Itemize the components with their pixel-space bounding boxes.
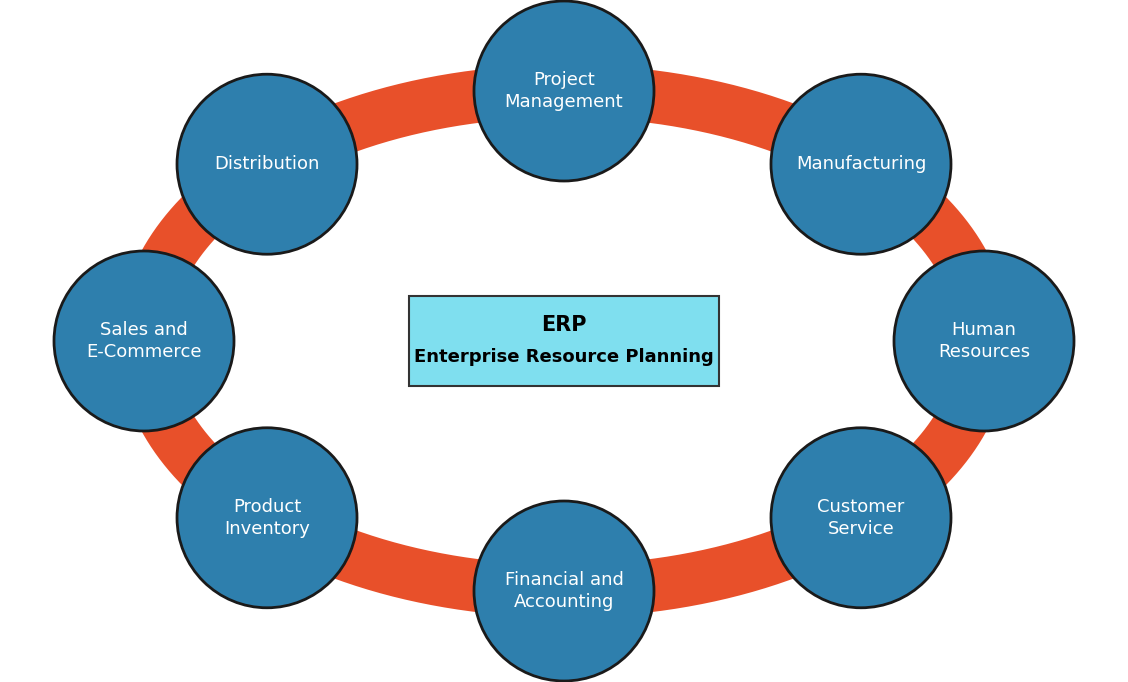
Circle shape — [895, 251, 1074, 431]
Text: Financial and
Accounting: Financial and Accounting — [504, 571, 624, 611]
Text: Sales and
E-Commerce: Sales and E-Commerce — [86, 321, 202, 361]
Text: Customer
Service: Customer Service — [818, 498, 905, 538]
Text: Enterprise Resource Planning: Enterprise Resource Planning — [414, 348, 714, 366]
Circle shape — [770, 428, 951, 608]
Circle shape — [177, 74, 358, 254]
Text: Manufacturing: Manufacturing — [795, 155, 926, 173]
Text: Project
Management: Project Management — [504, 71, 624, 111]
Circle shape — [770, 74, 951, 254]
Circle shape — [474, 1, 654, 181]
Text: Product
Inventory: Product Inventory — [224, 498, 310, 538]
Circle shape — [474, 501, 654, 681]
Circle shape — [54, 251, 233, 431]
FancyBboxPatch shape — [409, 296, 719, 386]
Text: Distribution: Distribution — [214, 155, 319, 173]
Text: ERP: ERP — [541, 315, 587, 335]
Text: Human
Resources: Human Resources — [938, 321, 1030, 361]
Circle shape — [177, 428, 358, 608]
